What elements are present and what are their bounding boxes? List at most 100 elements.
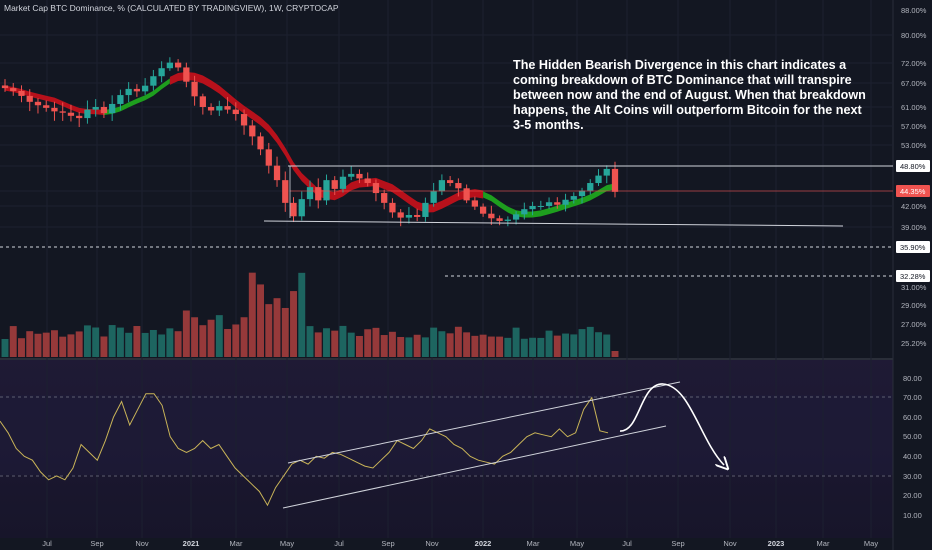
price-tick: 61.00% [901,103,927,112]
time-axis: Jul Sep Nov 2021 Mar May Jul Sep Nov 2022 Mar May Ju… [42,539,878,548]
candle-body [389,202,396,213]
time-tick: May [570,539,584,548]
volume-bar [125,332,133,357]
candle-body [364,178,371,184]
candle-body [537,206,544,207]
volume-bar [578,329,586,357]
price-tick: 88.00% [901,6,927,15]
time-tick: Mar [817,539,830,548]
candle-body [578,190,586,197]
volume-bar [586,326,594,357]
time-tick: Sep [671,539,684,548]
volume-bar [174,331,182,357]
candle-body [298,199,305,217]
candle-body [92,106,99,110]
candle-body [174,62,182,68]
candle-body [125,88,132,96]
candle-body [438,180,446,192]
candle-body [207,106,215,111]
price-label: 32.28% [900,272,926,281]
volume-bar [339,325,347,357]
rsi-tick: 30.00 [903,472,922,481]
rsi-tick: 20.00 [903,491,922,500]
chart-title: Market Cap BTC Dominance, % (CALCULATED … [4,3,339,13]
candle-body [133,88,141,92]
rsi-tick: 80.00 [903,374,922,383]
candle-body [397,212,404,218]
volume-bar [215,315,223,357]
candle-body [43,105,50,108]
volume-bar [471,335,479,357]
volume-bar [83,325,91,357]
candle-body [100,106,108,114]
candle-body [488,213,495,219]
price-label: 44.35% [900,187,926,196]
candle-body [257,136,264,150]
candle-body [405,214,413,218]
volume-bar [34,333,42,357]
volume-bar [50,330,58,357]
volume-bar [59,336,67,357]
candle-body [142,85,149,92]
candle-body [521,209,528,215]
volume-bar [545,330,553,357]
price-tick: 72.00% [901,59,927,68]
analysis-annotation: The Hidden Bearish Divergence in this ch… [513,58,866,132]
volume-bar [9,326,17,357]
candle-body [240,114,248,126]
time-tick: Jul [42,539,52,548]
candle-body [562,199,569,205]
volume-bar [504,337,512,357]
candle-body [323,180,330,201]
ribbon-band [169,72,484,213]
projection-arrow [619,383,724,465]
volume-bar [595,332,602,357]
candle-body [504,219,511,221]
rsi-indicator [0,381,724,509]
candlesticks [1,57,619,227]
volume-bar [380,335,388,357]
candle-body [282,180,289,203]
volume-bar [603,334,611,357]
volume-bar [372,327,380,357]
volume-bar [421,337,429,357]
volume-bar [75,331,83,357]
volume-bar [562,333,570,357]
time-tick: 2022 [475,539,492,548]
volume-bar [405,337,413,357]
volume-bar [141,332,149,357]
volume-bar [1,339,9,357]
price-label-box [896,160,930,172]
volume-bar [479,334,487,357]
candle-body [356,173,363,179]
volume-bar [355,335,363,357]
candle-body [306,187,314,200]
volume-bar [298,272,306,357]
candle-body [109,103,116,114]
price-label-box [896,241,930,253]
price-tick: 67.00% [901,79,927,88]
time-tick: Jul [622,539,632,548]
candle-body [545,202,553,206]
price-label: 35.90% [900,243,926,252]
candle-body [414,214,421,217]
candle-body [463,188,470,201]
volume-bar [364,329,372,357]
support-trendline [263,220,844,227]
volume-bar [537,337,545,357]
candle-body [512,214,520,220]
rsi-tick: 60.00 [903,413,922,422]
volume-bar [191,317,199,357]
candle-body [1,85,9,89]
volume-bar [520,338,528,357]
volume-bar [306,326,314,357]
candle-body [117,95,124,104]
rsi-band [0,395,893,475]
time-tick: May [280,539,294,548]
volume-bar [26,331,34,357]
price-tick: 31.00% [901,283,927,292]
price-label: 48.80% [900,162,926,171]
volume-bar [512,327,520,357]
candle-body [10,88,17,91]
